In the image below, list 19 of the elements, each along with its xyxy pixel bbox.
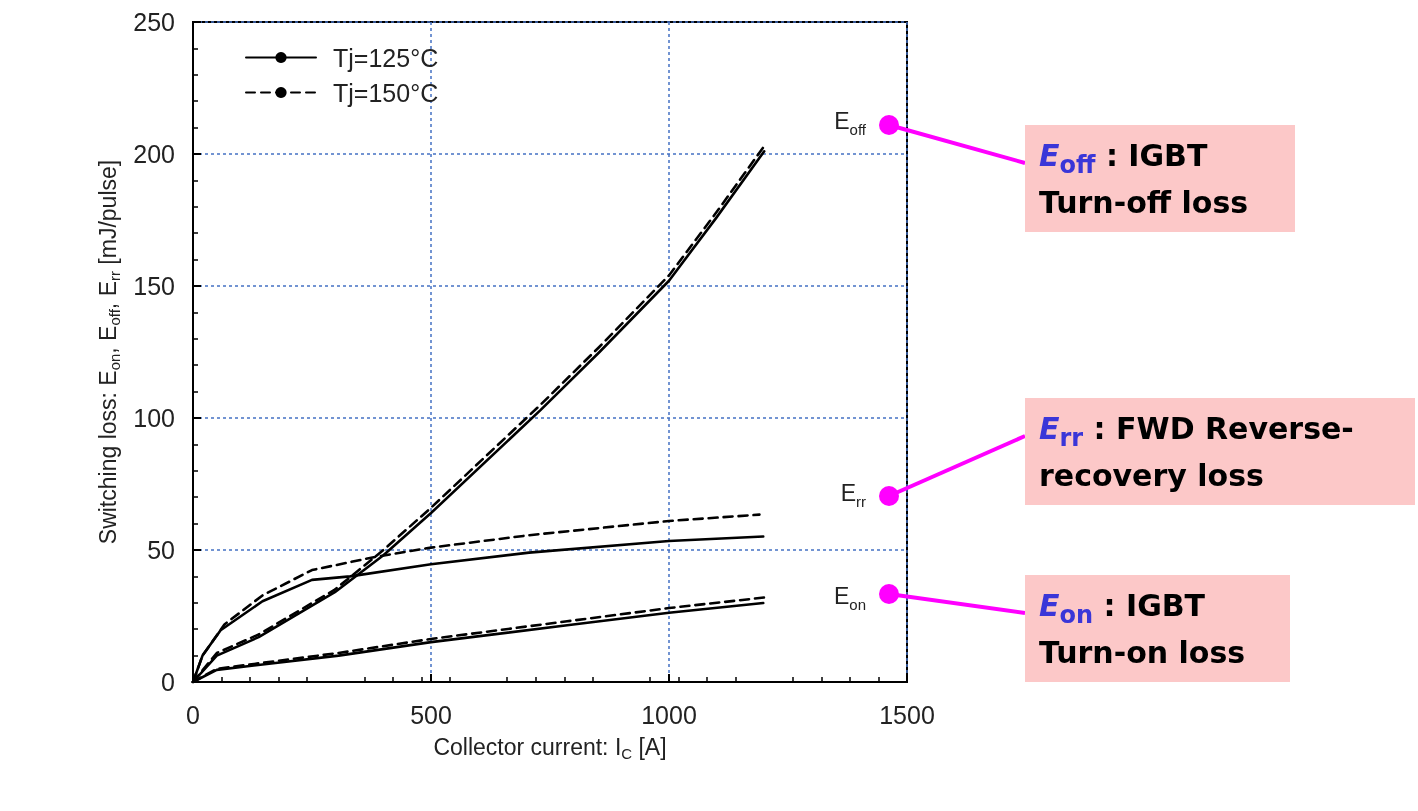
x-tick-label: 1500: [879, 700, 935, 729]
text: E$_{on}$ : IGBT Turn-on loss: [1025, 575, 1290, 682]
y-tick-label: 250: [133, 8, 175, 36]
legend-label: Tj=150°C: [333, 78, 439, 107]
x-tick-label: 1000: [641, 700, 697, 729]
x-tick-label: 500: [410, 700, 452, 729]
y-tick-label: 200: [133, 140, 175, 168]
annotation: E$_{rr}$: [840, 480, 866, 510]
y-axis-title: Switching loss: Eon, Eoff, Err [mJ/pulse]: [94, 159, 124, 545]
text: E$_{rr}$ : FWD Reverse-recovery loss: [1025, 398, 1415, 505]
text: E$_{off}$ : IGBT Turn-off loss: [1025, 125, 1295, 232]
y-tick-label: 50: [147, 536, 175, 564]
legend-label: Tj=125°C: [333, 43, 439, 72]
y-tick-label: 150: [133, 272, 175, 300]
y-tick-label: 0: [161, 668, 175, 696]
annotation: E$_{on}$: [833, 583, 866, 613]
y-tick-label: 100: [133, 404, 175, 432]
annotation: E$_{off}$: [834, 108, 866, 138]
x-tick-label: 0: [186, 700, 200, 729]
